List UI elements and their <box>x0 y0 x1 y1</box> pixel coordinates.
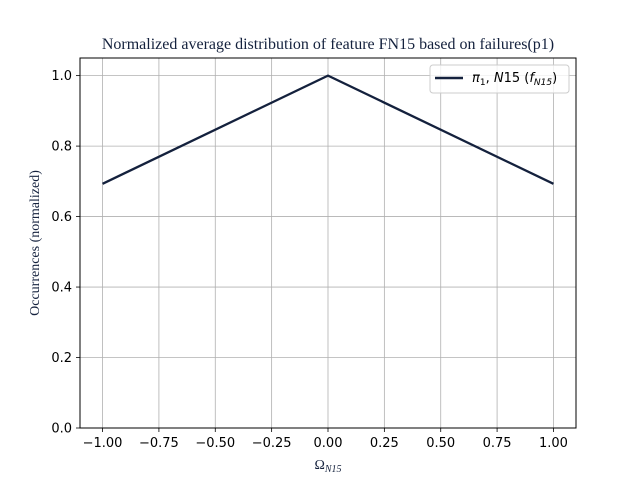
y-tick-label: 0.6 <box>51 210 72 225</box>
x-axis-ticks: −1.00 −0.75 −0.50 −0.25 0.00 0.25 0.50 0.75 1.00 <box>83 428 568 451</box>
x-tick-label: −1.00 <box>83 436 123 451</box>
y-tick-label: 0.8 <box>51 140 72 155</box>
series-layer <box>102 74 554 185</box>
x-tick-label: 1.00 <box>539 436 568 451</box>
legend-box <box>429 64 570 94</box>
y-tick-label: 0.0 <box>51 422 72 437</box>
x-axis-label: ΩN15 <box>314 458 341 475</box>
y-tick-label: 0.2 <box>51 351 72 366</box>
legend: π1, N15 (fN15) <box>429 64 570 94</box>
x-tick-label: −0.75 <box>139 436 179 451</box>
x-tick-label: 0.75 <box>483 436 512 451</box>
x-tick-label: −0.25 <box>252 436 292 451</box>
x-tick-label: −0.50 <box>195 436 235 451</box>
chart-title: Normalized average distribution of featu… <box>102 36 554 53</box>
x-tick-label: 0.00 <box>314 436 343 451</box>
y-axis-ticks: 0.0 0.2 0.4 0.6 0.8 1.0 <box>51 69 80 437</box>
x-tick-label: 0.50 <box>426 436 455 451</box>
x-tick-label: 0.25 <box>370 436 399 451</box>
y-tick-label: 1.0 <box>51 69 72 84</box>
series-line <box>102 74 554 185</box>
y-axis-label: Occurrences (normalized) <box>28 170 43 316</box>
y-tick-label: 0.4 <box>51 281 72 296</box>
legend-label: π1, N15 (fN15) <box>472 71 557 88</box>
